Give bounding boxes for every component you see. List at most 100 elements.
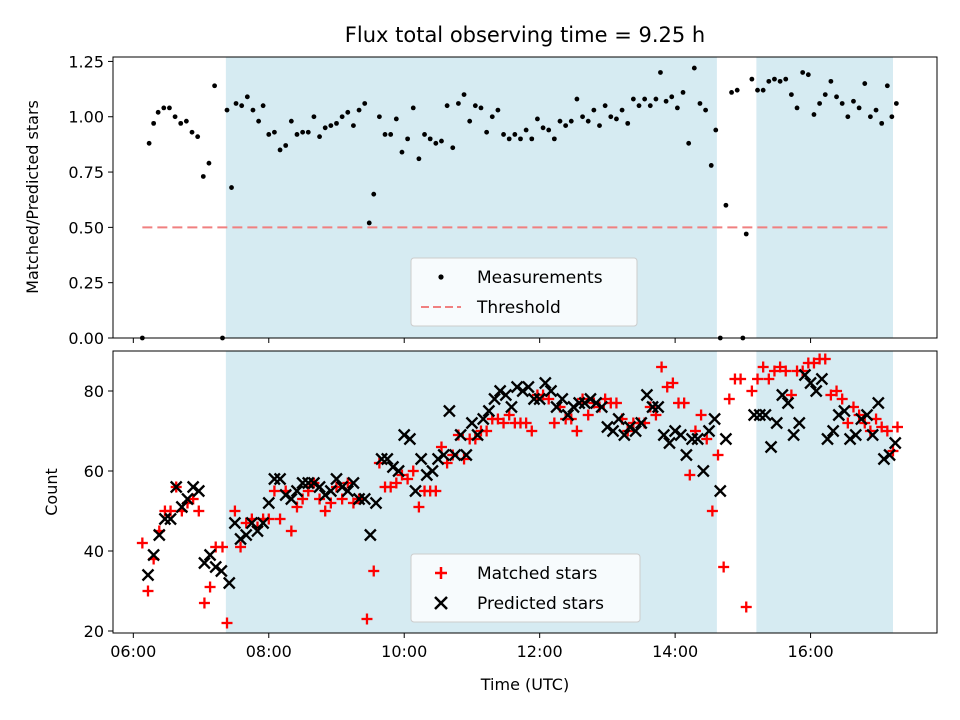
predicted-star-point xyxy=(301,476,315,490)
measurement-point xyxy=(653,96,659,102)
predicted-star-point xyxy=(465,416,479,430)
measurement-point xyxy=(382,132,388,137)
predicted-star-point xyxy=(877,452,891,466)
measurement-point xyxy=(680,90,686,95)
matched-star-point xyxy=(193,505,205,517)
matched-star-point xyxy=(274,513,286,525)
measurement-point xyxy=(334,120,339,126)
measurement-point xyxy=(535,116,540,122)
measurement-point xyxy=(161,105,167,111)
measurement-point xyxy=(760,87,766,93)
measurement-point xyxy=(625,120,631,126)
measurement-point xyxy=(749,76,755,82)
predicted-star-point xyxy=(527,392,541,406)
predicted-star-point xyxy=(708,412,721,426)
measurement-point xyxy=(663,98,669,104)
measurement-point xyxy=(433,140,439,146)
measurement-point xyxy=(244,94,250,100)
observing-window xyxy=(756,351,893,633)
matched-star-point xyxy=(361,613,373,625)
predicted-star-point xyxy=(601,420,614,434)
predicted-star-point xyxy=(364,528,377,542)
predicted-star-point xyxy=(209,560,223,574)
matched-star-point xyxy=(825,389,837,401)
matched-star-point xyxy=(492,413,504,425)
predicted-star-point xyxy=(561,408,575,422)
matched-star-point xyxy=(503,409,515,421)
measurement-point xyxy=(200,174,206,179)
predicted-star-point xyxy=(358,492,372,506)
measurement-point xyxy=(206,160,212,166)
predicted-star-point xyxy=(871,396,885,410)
predicted-star-point xyxy=(555,392,569,406)
measurement-point xyxy=(642,96,648,102)
measurement-point xyxy=(828,78,834,84)
matched-star-point xyxy=(469,433,481,445)
predicted-star-point xyxy=(222,576,236,590)
predicted-star-point xyxy=(493,384,507,398)
legend-measurements-label: Measurements xyxy=(477,268,603,288)
measurement-point xyxy=(189,129,195,135)
measurement-point xyxy=(783,76,789,82)
matched-star-point xyxy=(864,425,876,437)
predicted-star-point xyxy=(239,528,253,542)
measurement-point xyxy=(212,83,217,89)
matched-star-point xyxy=(285,525,297,537)
matched-star-point xyxy=(701,433,713,445)
predicted-star-point xyxy=(203,548,217,562)
measurement-point xyxy=(427,136,433,142)
matched-star-point xyxy=(610,397,622,409)
measurement-point xyxy=(351,123,356,128)
predicted-star-point xyxy=(245,516,259,530)
matched-star-point xyxy=(808,357,820,369)
predicted-star-point xyxy=(324,484,338,498)
y-tick-label: 0.75 xyxy=(68,163,104,182)
y-tick-label: 0.50 xyxy=(68,218,104,237)
predicted-star-point xyxy=(488,392,501,406)
measurement-point xyxy=(416,156,422,162)
matched-star-point xyxy=(881,425,893,437)
matched-star-point xyxy=(706,505,718,517)
predicted-star-point xyxy=(262,496,276,510)
predicted-star-point xyxy=(634,416,648,430)
matched-star-point xyxy=(548,417,560,429)
measurement-point xyxy=(501,132,506,137)
measurement-point xyxy=(602,103,608,109)
measurement-point xyxy=(456,101,461,106)
legend-matched-marker xyxy=(435,567,447,579)
measurement-point xyxy=(834,94,839,100)
predicted-star-point xyxy=(533,392,546,406)
matched-star-point xyxy=(413,501,425,513)
measurement-point xyxy=(484,129,490,135)
predicted-star-point xyxy=(759,408,772,422)
predicted-star-point xyxy=(595,400,609,414)
measurement-point xyxy=(444,103,450,109)
matched-star-point xyxy=(543,393,555,405)
measurement-point xyxy=(233,101,239,106)
measurement-point xyxy=(399,149,405,155)
predicted-star-point xyxy=(505,400,518,414)
predicted-star-point xyxy=(860,408,874,422)
measurement-point xyxy=(585,118,591,124)
predicted-star-point xyxy=(668,424,682,438)
measurement-point xyxy=(518,136,523,142)
measurement-point xyxy=(856,105,862,111)
measurement-point xyxy=(328,123,334,128)
measurement-point xyxy=(817,101,823,106)
predicted-star-point xyxy=(330,472,343,486)
bottom-legend: Matched stars Predicted stars xyxy=(410,553,641,623)
predicted-star-point xyxy=(651,400,665,414)
legend-measurements-marker xyxy=(438,274,444,280)
matched-star-point xyxy=(263,513,275,525)
measurement-point xyxy=(734,87,740,93)
measurement-point xyxy=(873,107,879,113)
measurement-point xyxy=(800,70,806,75)
predicted-star-point xyxy=(522,380,535,394)
measurement-point xyxy=(703,107,709,113)
predicted-star-point xyxy=(629,424,642,438)
predicted-star-point xyxy=(409,484,422,498)
predicted-star-point xyxy=(781,396,795,410)
predicted-star-point xyxy=(719,432,733,446)
predicted-star-point xyxy=(612,412,626,426)
